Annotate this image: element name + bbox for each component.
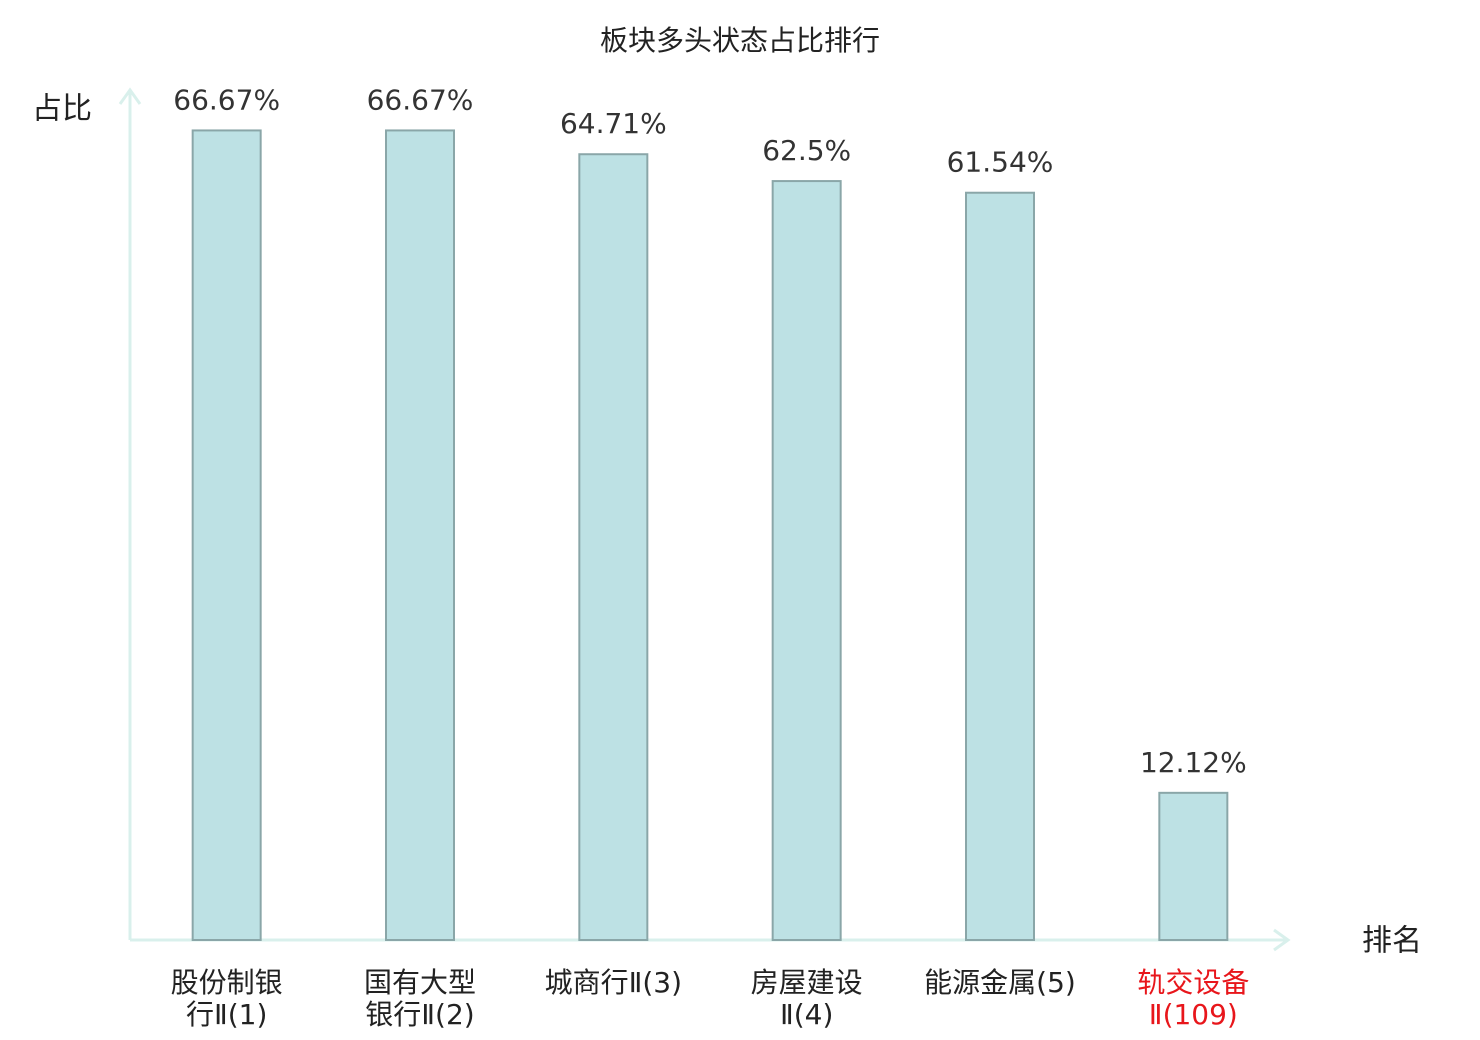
bar bbox=[965, 191, 1035, 941]
bar bbox=[1158, 791, 1229, 941]
bar bbox=[771, 180, 842, 942]
value-label: 66.67% bbox=[173, 83, 280, 116]
bar bbox=[578, 153, 649, 941]
y-axis-label: 占比 bbox=[32, 92, 92, 127]
x-tick-label: 股份制银行Ⅱ(1) bbox=[171, 966, 283, 1031]
x-tick-label: 国有大型银行Ⅱ(2) bbox=[364, 966, 476, 1031]
x-tick-label: 轨交设备 Ⅱ(109) bbox=[1137, 966, 1249, 1031]
value-label: 64.71% bbox=[560, 107, 667, 140]
value-label: 66.67% bbox=[367, 83, 474, 116]
y-axis-arrow bbox=[118, 87, 142, 105]
bar bbox=[385, 129, 455, 941]
value-label: 62.5% bbox=[762, 134, 851, 167]
x-tick-label: 房屋建设 Ⅱ(4) bbox=[751, 966, 863, 1031]
x-tick-label: 城商行Ⅱ(3) bbox=[545, 966, 682, 999]
bar bbox=[191, 129, 262, 941]
x-axis-label: 排名 bbox=[1362, 924, 1422, 959]
value-label: 61.54% bbox=[947, 146, 1054, 179]
axes bbox=[118, 87, 1291, 952]
chart-title: 板块多头状态占比排行 bbox=[600, 24, 880, 57]
value-label: 12.12% bbox=[1140, 746, 1247, 779]
x-tick-label: 能源金属(5) bbox=[924, 966, 1076, 999]
x-axis-arrow bbox=[1273, 928, 1291, 952]
